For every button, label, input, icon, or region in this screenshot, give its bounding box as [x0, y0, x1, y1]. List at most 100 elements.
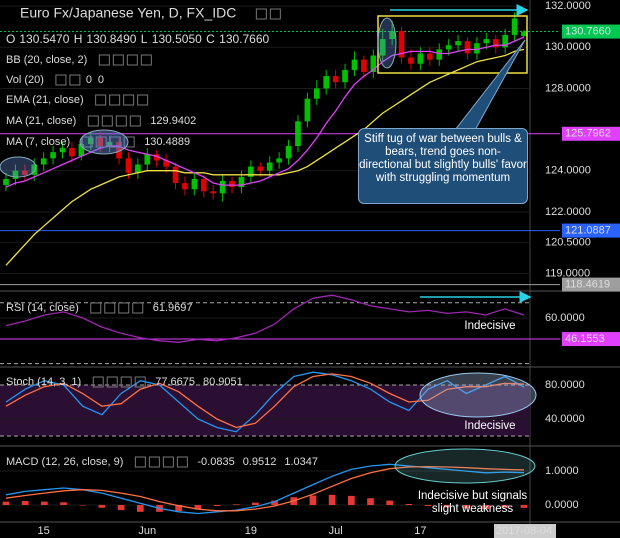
toolbar-icon: [137, 94, 149, 106]
histogram-bar: [117, 505, 125, 511]
x-tick-label: 19: [245, 525, 257, 537]
histogram-bar: [405, 504, 413, 506]
indicator-label: BB (20, close, 2): [6, 54, 87, 66]
candle-body: [153, 154, 160, 161]
price-axis-bg: [530, 0, 620, 538]
legend-value: 1.0347: [284, 456, 318, 468]
y-tick-label: 120.5000: [545, 237, 591, 249]
candle-body: [426, 53, 433, 60]
histogram-bar: [367, 498, 374, 506]
legend-value: 129.9402: [150, 115, 196, 127]
candle-body: [361, 59, 367, 72]
toolbar-icon: [269, 8, 281, 20]
histogram-bar: [271, 500, 278, 506]
x-tick-label: Jun: [138, 525, 156, 537]
legend-value: 130.4889: [144, 136, 190, 148]
price-marker-label: 121.0887: [565, 224, 611, 236]
histogram-bar: [501, 505, 509, 508]
y-tick-label: 122.0000: [545, 206, 591, 218]
legend-value: 61.9697: [153, 302, 193, 314]
candle-body: [238, 176, 245, 188]
price-marker: [562, 126, 620, 141]
candle-body: [502, 34, 508, 48]
price-marker-label: 125.7962: [565, 128, 611, 140]
toolbar-icon: [101, 115, 113, 127]
highlight: [377, 17, 397, 69]
price-marker: [562, 332, 620, 347]
histogram-bar: [328, 494, 336, 506]
ohlc-value: 130.8490: [86, 32, 136, 46]
toolbar-icon: [106, 376, 118, 388]
candle-body: [144, 154, 151, 165]
legend-value: 0.9512: [243, 456, 277, 468]
x-tick-label: 2017-08-04: [496, 525, 552, 537]
histogram-bar: [463, 505, 470, 509]
toolbar-icon: [87, 115, 99, 127]
toolbar-icon: [123, 94, 135, 106]
candle-body: [342, 69, 348, 83]
y-tick-label: 132.0000: [545, 0, 591, 12]
histogram-bar: [482, 505, 489, 510]
candle-body: [210, 191, 217, 194]
candle-body: [78, 143, 85, 157]
toolbar-icon: [255, 8, 267, 20]
y-tick-label: 40.0000: [545, 413, 585, 425]
histogram-bar: [21, 500, 29, 506]
candle-body: [276, 158, 282, 163]
candle-body: [172, 166, 179, 184]
candle-body: [248, 166, 254, 177]
histogram-bar: [309, 495, 317, 506]
histogram-bar: [443, 505, 451, 508]
candle-body: [31, 164, 38, 175]
candle-body: [398, 30, 405, 58]
toolbar-icon: [112, 54, 124, 66]
histogram-bar: [2, 501, 10, 506]
indicator-value: 0: [98, 74, 104, 86]
annotation: Indecisive but signals slight weakness: [417, 490, 528, 515]
highlight: [419, 372, 537, 418]
indicator-label: EMA (21, close): [6, 94, 84, 106]
ohlc-label: H: [74, 32, 83, 46]
toolbar-icon: [120, 376, 132, 388]
price-marker: [562, 277, 620, 292]
histogram-bar: [520, 505, 528, 508]
candle-body: [257, 166, 264, 171]
series-line: [5, 48, 525, 266]
legend-value: -0.0835: [197, 456, 234, 468]
highlight: [0, 156, 37, 178]
series-line: [5, 371, 525, 433]
candle-body: [87, 137, 94, 144]
series-line: [5, 294, 525, 343]
histogram-bar: [60, 502, 67, 506]
candle-body: [445, 45, 452, 50]
histogram-bar: [41, 501, 48, 506]
annotation: Indecisive: [464, 320, 516, 332]
histogram-bar: [79, 505, 87, 506]
series-line: [5, 463, 525, 515]
candle-body: [69, 148, 75, 157]
candle-body: [313, 88, 320, 99]
legend-value: 77.6675: [155, 376, 195, 388]
pane-title: Stoch (14, 3, 1): [6, 376, 81, 388]
y-tick-label: 80.0000: [545, 379, 585, 391]
indicator-value: 0: [86, 74, 92, 86]
y-tick-label: 130.0000: [545, 41, 591, 53]
legend-value: 80.9051: [203, 376, 243, 388]
toolbar-icon: [95, 94, 107, 106]
ohlc-label: L: [141, 32, 148, 46]
toolbar-icon: [132, 302, 144, 314]
candle-body: [474, 43, 480, 54]
price-marker-label: 118.4619: [565, 279, 610, 291]
band: [0, 384, 530, 437]
candle-body: [455, 41, 461, 46]
toolbar-icon: [176, 456, 188, 468]
histogram-bar: [232, 504, 240, 506]
candle-body: [370, 55, 377, 72]
toolbar-icon: [134, 456, 146, 468]
price-marker: [562, 223, 620, 238]
candle-body: [106, 141, 113, 147]
x-label-bg: [494, 524, 556, 538]
pane-title: MACD (12, 26, close, 9): [6, 456, 123, 468]
candle-body: [163, 160, 169, 167]
